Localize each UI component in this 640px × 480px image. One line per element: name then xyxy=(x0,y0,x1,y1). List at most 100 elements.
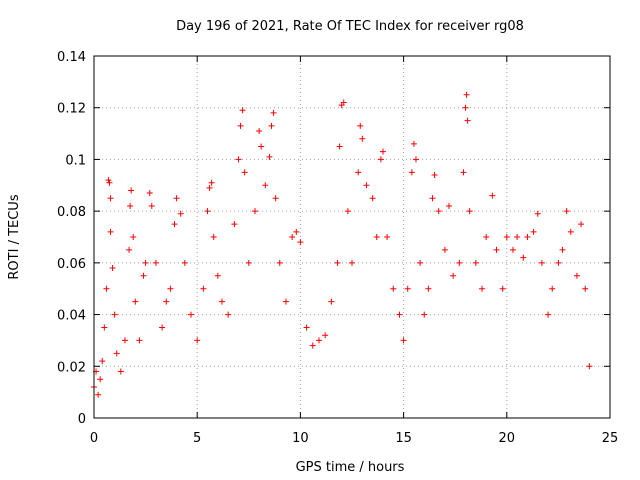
y-tick-label: 0.06 xyxy=(57,257,86,272)
data-point xyxy=(483,234,490,240)
data-point xyxy=(503,234,510,240)
data-point xyxy=(421,311,428,318)
y-tick-label: 0.08 xyxy=(57,205,86,220)
data-point xyxy=(400,337,407,344)
data-point xyxy=(472,259,479,266)
data-point xyxy=(206,184,213,191)
data-point xyxy=(309,342,316,349)
y-axis-title: ROTI / TECUs xyxy=(7,194,22,279)
data-point xyxy=(489,192,496,199)
data-point xyxy=(464,117,471,124)
data-point xyxy=(559,246,566,253)
x-tick-label: 5 xyxy=(193,431,201,446)
data-point xyxy=(297,239,304,246)
data-point xyxy=(272,195,279,202)
data-point xyxy=(289,234,296,240)
data-point xyxy=(167,285,174,292)
data-point xyxy=(499,285,506,292)
data-point xyxy=(208,179,215,186)
data-point xyxy=(142,259,149,266)
data-points xyxy=(91,91,593,398)
data-point xyxy=(396,311,403,318)
data-point xyxy=(538,259,545,266)
data-point xyxy=(520,254,527,261)
data-point xyxy=(369,195,376,202)
data-point xyxy=(524,234,531,240)
data-point xyxy=(113,350,120,357)
data-point xyxy=(256,127,263,134)
data-point xyxy=(194,337,201,344)
data-point xyxy=(379,148,386,155)
grid xyxy=(94,56,610,418)
data-point xyxy=(355,169,362,176)
data-point xyxy=(181,259,188,266)
data-point xyxy=(534,210,541,217)
y-tick-label: 0.04 xyxy=(57,309,86,324)
data-point xyxy=(152,259,159,266)
data-point xyxy=(384,234,391,240)
data-point xyxy=(390,285,397,292)
data-point xyxy=(171,221,178,228)
data-point xyxy=(188,311,195,318)
data-point xyxy=(262,182,269,189)
x-tick-labels: 0 5 10 15 20 25 xyxy=(90,431,618,446)
data-point xyxy=(344,208,351,215)
data-point xyxy=(462,104,469,111)
data-point xyxy=(107,228,114,235)
data-point xyxy=(109,265,116,272)
data-point xyxy=(514,234,521,240)
data-point xyxy=(357,122,364,129)
tick-marks xyxy=(93,55,611,419)
data-point xyxy=(204,208,211,215)
data-point xyxy=(493,246,500,253)
data-point xyxy=(214,272,221,279)
data-point xyxy=(132,298,139,305)
data-point xyxy=(578,221,585,228)
x-axis-title: GPS time / hours xyxy=(296,460,405,475)
x-tick-label: 25 xyxy=(602,431,619,446)
data-point xyxy=(441,246,448,253)
data-point xyxy=(140,272,147,279)
data-point xyxy=(349,259,355,266)
data-point xyxy=(239,107,246,114)
data-point xyxy=(377,156,384,163)
data-point xyxy=(117,368,124,375)
data-point xyxy=(121,337,128,344)
data-point xyxy=(303,324,310,331)
y-tick-labels: 0 0.02 0.04 0.06 0.08 0.1 0.12 0.14 xyxy=(57,50,86,427)
data-point xyxy=(241,169,248,176)
data-point xyxy=(431,171,438,178)
data-point xyxy=(334,259,341,266)
data-point xyxy=(404,285,411,292)
data-point xyxy=(340,99,347,106)
data-point xyxy=(251,208,258,215)
data-point xyxy=(573,272,580,279)
data-point xyxy=(245,259,252,266)
y-tick-label: 0 xyxy=(78,412,86,427)
data-point xyxy=(582,285,589,292)
data-point xyxy=(549,285,556,292)
data-point xyxy=(408,169,415,176)
data-point xyxy=(200,285,207,292)
chart-title: Day 196 of 2021, Rate Of TEC Index for r… xyxy=(176,19,524,34)
data-point xyxy=(130,234,137,240)
data-point xyxy=(95,391,102,398)
data-point xyxy=(456,259,463,266)
data-point xyxy=(373,234,380,240)
x-tick-label: 20 xyxy=(499,431,516,446)
data-point xyxy=(412,156,419,163)
data-point xyxy=(545,311,552,318)
data-point xyxy=(237,122,244,129)
data-point xyxy=(359,135,366,142)
data-point xyxy=(567,228,574,235)
data-point xyxy=(270,109,277,116)
x-tick-label: 0 xyxy=(90,431,98,446)
data-point xyxy=(322,332,329,339)
data-point xyxy=(148,202,155,209)
data-point xyxy=(336,143,343,150)
data-point xyxy=(530,228,537,235)
data-point xyxy=(103,285,110,292)
data-point xyxy=(363,182,370,189)
data-point xyxy=(231,221,238,228)
